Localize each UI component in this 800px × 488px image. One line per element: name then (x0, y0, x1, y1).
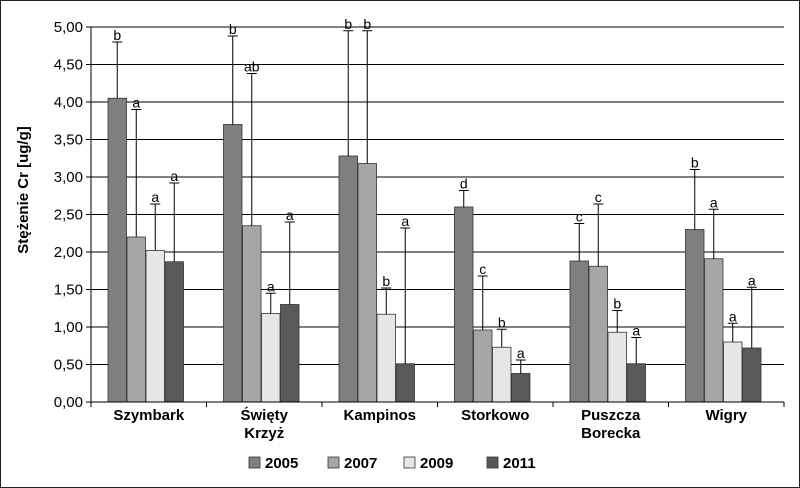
significance-letter: b (113, 27, 121, 43)
y-tick-label: 3,50 (54, 132, 83, 149)
y-axis-ticks: 0,00 0,50 1,00 1,50 2,00 2,50 3,00 3,50 4,00 4,50… (54, 19, 91, 411)
bar-2005-4 (569, 260, 589, 403)
bar-2011-5 (742, 347, 762, 403)
significance-letter: b (691, 155, 699, 171)
y-tick-label: 3,00 (54, 169, 83, 186)
category-label: Wigry (705, 407, 747, 424)
bar-2005-3 (454, 206, 474, 403)
bar-2005-1 (223, 124, 243, 403)
legend-label-2011: 2011 (503, 455, 536, 472)
bar-2011-4 (626, 363, 646, 403)
significance-letter: a (267, 278, 275, 294)
bar-2011-1 (280, 304, 300, 403)
significance-letter: b (344, 16, 352, 32)
legend-label-2007: 2007 (344, 455, 377, 472)
bar-2007-2 (357, 163, 377, 403)
significance-letter: a (517, 345, 525, 361)
legend-swatch-2009 (403, 456, 416, 469)
legend-label-2009: 2009 (420, 455, 453, 472)
bar-2011-0 (164, 261, 184, 403)
bar-2009-3 (492, 346, 512, 403)
category-label: Puszcza (581, 407, 641, 424)
bar-2009-0 (145, 250, 165, 403)
bar-2005-2 (338, 155, 358, 403)
significance-letter: a (729, 308, 737, 324)
significance-letter: a (170, 168, 178, 184)
bar-2007-3 (473, 329, 493, 403)
y-tick-label: 5,00 (54, 19, 83, 36)
significance-letter: a (132, 95, 140, 111)
bar-2009-5 (723, 341, 743, 403)
significance-letter: a (632, 323, 640, 339)
category-label: Borecka (581, 425, 641, 442)
significance-letter: b (613, 296, 621, 312)
bar-2007-0 (126, 236, 146, 403)
bar-2011-3 (511, 373, 531, 403)
axes (90, 27, 785, 407)
significance-letter: a (151, 189, 159, 205)
significance-letter: c (595, 189, 602, 205)
legend-label-2005: 2005 (265, 455, 298, 472)
bar-2011-2 (395, 363, 415, 403)
significance-letter: c (479, 261, 486, 277)
significance-letter: a (748, 272, 756, 288)
legend-swatch-2005 (248, 456, 261, 469)
category-label: Storkowo (461, 407, 529, 424)
y-tick-label: 2,00 (54, 244, 83, 261)
legend-swatch-2007 (327, 456, 340, 469)
error-bars (112, 30, 757, 374)
legend: 2005 2007 2009 2011 (248, 455, 536, 472)
bar-2009-1 (261, 313, 281, 403)
legend-swatch-2011 (486, 456, 499, 469)
bar-2009-4 (607, 331, 627, 403)
significance-letter: ab (244, 59, 260, 75)
bar-2009-2 (376, 313, 396, 403)
category-label: Święty (240, 406, 288, 424)
significance-letter: a (710, 194, 718, 210)
category-label: Szymbark (113, 407, 185, 424)
significance-letter: b (229, 21, 237, 37)
y-tick-label: 2,50 (54, 207, 83, 224)
significance-letter: a (286, 207, 294, 223)
significance-letter: d (460, 176, 468, 192)
bar-2007-1 (242, 225, 262, 403)
bar-2007-4 (588, 265, 608, 403)
y-tick-label: 4,00 (54, 94, 83, 111)
y-tick-label: 0,50 (54, 357, 83, 374)
y-axis-label: Stężenie Cr [ug/g] (15, 126, 32, 254)
significance-letter: b (382, 273, 390, 289)
y-tick-label: 1,00 (54, 319, 83, 336)
bar-2005-5 (685, 229, 705, 403)
significance-letter: a (401, 213, 409, 229)
category-label: Krzyż (244, 425, 284, 442)
y-tick-label: 1,50 (54, 282, 83, 299)
bar-2005-0 (107, 97, 127, 403)
y-tick-label: 0,00 (54, 394, 83, 411)
gridlines (91, 26, 784, 365)
significance-letter: b (498, 314, 506, 330)
significance-letter: b (363, 16, 371, 32)
y-tick-label: 4,50 (54, 57, 83, 74)
category-label: Kampinos (343, 407, 416, 424)
bar-2007-5 (704, 258, 724, 403)
bars (107, 97, 762, 403)
significance-letter: c (576, 209, 583, 225)
